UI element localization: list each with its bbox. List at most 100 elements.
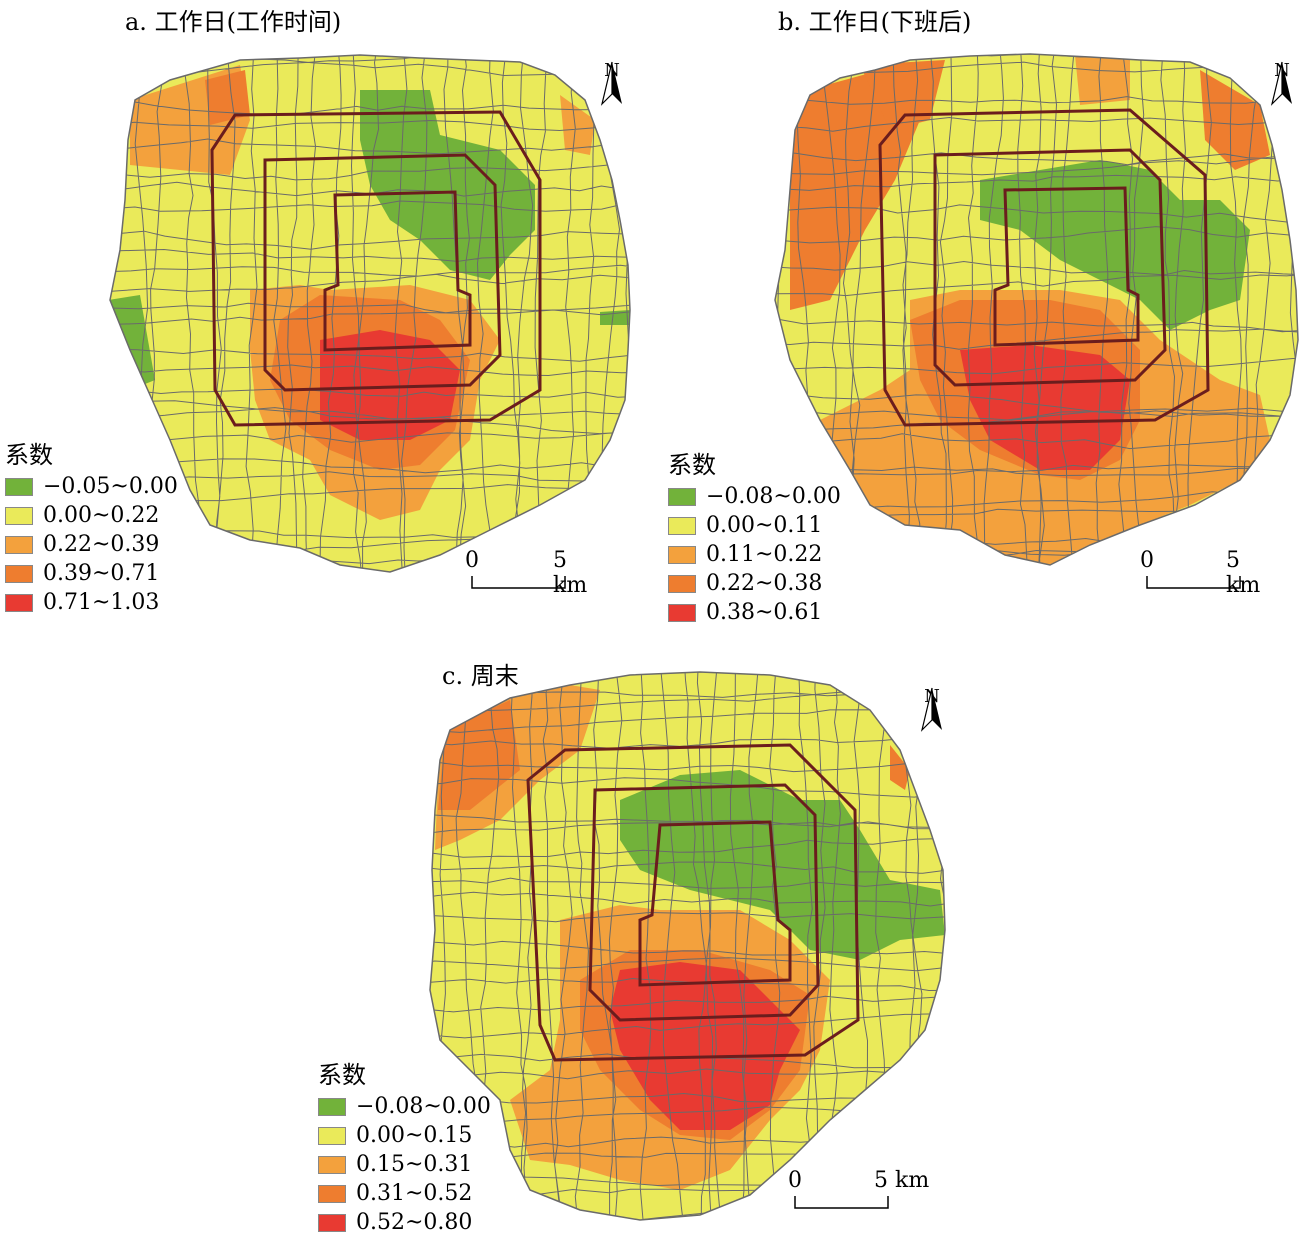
legend-label: 0.00~0.22 [43, 503, 160, 528]
scale-bar-c: 0 5 km [788, 1168, 938, 1213]
legend-title-a: 系数 [5, 441, 53, 469]
legend-item: 0.22~0.39 [5, 530, 178, 559]
ring-road-5-c [526, 743, 860, 1062]
scale-end: 5 km [553, 548, 588, 598]
north-arrow-icon [600, 61, 622, 106]
scale-bar-line [1146, 576, 1241, 589]
legend-label: −0.05~0.00 [43, 474, 178, 499]
legend-label: 0.00~0.11 [706, 513, 823, 538]
legend-label: 0.39~0.71 [43, 561, 160, 586]
region-west-green-a [110, 295, 155, 390]
legend-label: 0.52~0.80 [356, 1210, 473, 1235]
region-nw2-c [438, 700, 520, 810]
legend-swatch [5, 506, 33, 525]
region-nw2-a [205, 70, 250, 125]
ring-road-5-a [210, 110, 542, 427]
legend-swatch [318, 1213, 346, 1232]
region-red-c [610, 962, 800, 1130]
scale-start: 0 [788, 1168, 802, 1193]
legend-swatch [668, 487, 696, 506]
legend-label: 0.00~0.15 [356, 1123, 473, 1148]
ring-roads-b [878, 108, 1210, 427]
region-red-a [320, 330, 460, 440]
region-ne-b [1200, 70, 1270, 170]
region-ne-c [890, 745, 910, 790]
legend-label: 0.38~0.61 [706, 600, 823, 625]
scale-bar-b: 0 5 km [1140, 548, 1270, 598]
legend-item: 0.71~1.03 [5, 588, 178, 617]
legend-swatch [318, 1184, 346, 1203]
region-red-b [960, 345, 1130, 470]
legend-item: −0.08~0.00 [668, 482, 841, 511]
legend-swatch [668, 603, 696, 622]
scale-start: 0 [1140, 548, 1154, 573]
choropleth-b [775, 54, 1298, 565]
legend-item: 0.39~0.71 [5, 559, 178, 588]
ring-road-3-b [993, 186, 1140, 347]
scale-end: 5 km [874, 1168, 930, 1193]
legend-item: 0.52~0.80 [318, 1208, 491, 1237]
legend-label: 0.11~0.22 [706, 542, 823, 567]
district-lines-b [775, 54, 1298, 565]
legend-item: −0.05~0.00 [5, 472, 178, 501]
ring-road-3-c [638, 820, 792, 987]
legend-label: 0.71~1.03 [43, 590, 160, 615]
legend-item: 0.00~0.15 [318, 1121, 491, 1150]
legend-swatch [5, 477, 33, 496]
scale-start: 0 [465, 548, 479, 573]
legend-item: 0.38~0.61 [668, 598, 841, 627]
region-n-b [1075, 55, 1130, 105]
legend-item: 0.11~0.22 [668, 540, 841, 569]
city-boundary-c [429, 671, 946, 1221]
legend-item: 0.22~0.38 [668, 569, 841, 598]
scale-bar-line [794, 1196, 889, 1209]
north-arrow-icon [1270, 61, 1292, 106]
legend-label: 0.15~0.31 [356, 1152, 473, 1177]
panel-title-a: a. 工作日(工作时间) [125, 8, 342, 36]
ring-road-3-a [323, 190, 472, 352]
legend-item: 0.15~0.31 [318, 1150, 491, 1179]
legend-swatch [668, 516, 696, 535]
legend-item: 0.00~0.11 [668, 511, 841, 540]
map-panel-c: c. 周末 N 系数 −0.08~0.00 0.00~0.15 0.15~0.3… [300, 650, 1000, 1235]
ring-road-4-a [263, 153, 502, 392]
legend-title-b: 系数 [668, 451, 716, 479]
ring-roads-c [526, 743, 860, 1062]
district-boundary-lines [775, 54, 1298, 565]
legend-swatch [318, 1097, 346, 1116]
map-svg-a [109, 54, 631, 573]
panel-title-b: b. 工作日(下班后) [778, 8, 972, 36]
legend-swatch [318, 1155, 346, 1174]
scale-bar-a: 0 5 km [465, 548, 595, 598]
north-arrow-a: N [598, 60, 626, 106]
legend-label: 0.22~0.39 [43, 532, 160, 557]
legend-label: 0.31~0.52 [356, 1181, 473, 1206]
legend-label: 0.22~0.38 [706, 571, 823, 596]
legend-a: 系数 −0.05~0.00 0.00~0.22 0.22~0.39 0.39~0… [5, 435, 178, 617]
scale-end: 5 km [1226, 548, 1261, 598]
legend-swatch [5, 535, 33, 554]
legend-swatch [5, 564, 33, 583]
district-lines-a [110, 55, 630, 572]
region-nw-b [860, 60, 945, 130]
legend-label: −0.08~0.00 [706, 484, 841, 509]
city-boundary-b [774, 53, 1299, 566]
legend-c: 系数 −0.08~0.00 0.00~0.15 0.15~0.31 0.31~0… [318, 1055, 491, 1237]
legend-swatch [668, 574, 696, 593]
north-arrow-icon [920, 687, 942, 732]
legend-swatch [5, 593, 33, 612]
legend-b: 系数 −0.08~0.00 0.00~0.11 0.11~0.22 0.22~0… [668, 445, 841, 627]
ring-roads-a [210, 110, 542, 427]
panel-title-c: c. 周末 [442, 662, 519, 690]
ring-road-4-c [588, 783, 820, 1022]
map-svg-b [774, 53, 1299, 566]
legend-title-c: 系数 [318, 1061, 366, 1089]
legend-swatch [318, 1126, 346, 1145]
ring-road-5-b [878, 108, 1210, 427]
map-panel-b: b. 工作日(下班后) N 系数 −0.08~0.00 0.00~0.11 0.… [660, 0, 1300, 625]
legend-item: −0.08~0.00 [318, 1092, 491, 1121]
scale-bar-line [471, 576, 566, 589]
north-arrow-c: N [918, 686, 946, 732]
legend-item: 0.31~0.52 [318, 1179, 491, 1208]
legend-item: 0.00~0.22 [5, 501, 178, 530]
